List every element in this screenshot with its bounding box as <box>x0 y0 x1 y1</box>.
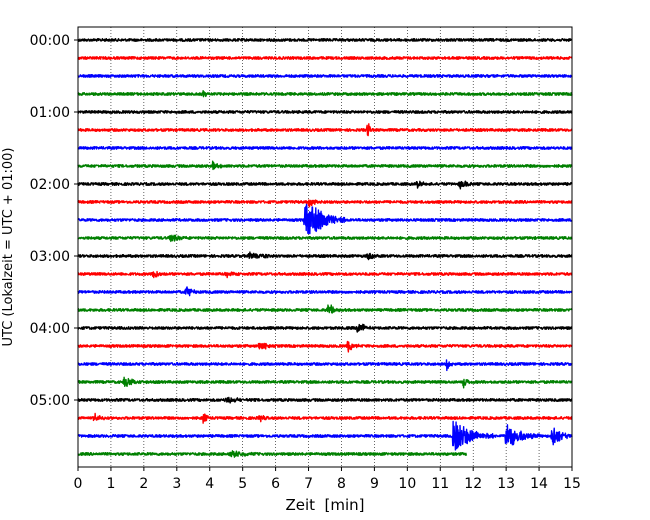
y-axis-label: UTC (Lokalzeit = UTC + 01:00) <box>1 148 16 347</box>
trace-0200 <box>77 180 573 190</box>
trace-0530 <box>77 420 573 451</box>
x-tick-label: 15 <box>563 476 581 492</box>
trace-0030 <box>77 74 573 78</box>
trace-0115 <box>77 123 573 137</box>
x-tick-label: 10 <box>398 476 416 492</box>
trace-0230 <box>77 203 573 235</box>
x-tick-label: 14 <box>530 476 548 492</box>
x-tick-label: 6 <box>271 476 280 492</box>
x-tick-label: 0 <box>74 476 83 492</box>
trace-0245 <box>77 234 573 243</box>
grid-lines <box>110 27 540 467</box>
x-tick-label: 4 <box>205 476 214 492</box>
trace-series <box>77 38 573 458</box>
trace-0015 <box>77 56 573 60</box>
trace-0500 <box>77 396 573 404</box>
x-tick-label: 1 <box>106 476 115 492</box>
x-tick-label: 3 <box>172 476 181 492</box>
trace-0045 <box>77 89 573 98</box>
trace-0415 <box>77 340 573 353</box>
x-axis-label: Zeit [min] <box>285 496 364 514</box>
y-tick-label: 04:00 <box>30 321 70 337</box>
y-tick-label: 03:00 <box>30 249 70 265</box>
trace-0400 <box>77 323 573 333</box>
y-tick-label: 05:00 <box>30 393 70 409</box>
x-tick-label: 5 <box>238 476 247 492</box>
trace-0430 <box>77 359 573 372</box>
x-tick-label: 13 <box>497 476 515 492</box>
trace-0215 <box>77 199 573 208</box>
y-tick-label: 02:00 <box>30 177 70 193</box>
trace-0330 <box>77 286 573 297</box>
trace-0445 <box>77 376 573 389</box>
plot-frame <box>77 26 573 468</box>
y-tick-label: 00:00 <box>30 33 70 49</box>
trace-0300 <box>77 251 573 261</box>
trace-0515 <box>77 412 573 424</box>
y-tick-label: 01:00 <box>30 105 70 121</box>
x-tick-label: 12 <box>464 476 482 492</box>
trace-0000 <box>77 38 573 42</box>
trace-0130 <box>77 146 573 150</box>
y-axis-ticks: 00:00 01:00 02:00 03:00 04:00 05:00 <box>30 33 78 409</box>
x-axis-ticks: 0 1 2 3 4 5 6 7 8 9 10 11 12 13 14 15 <box>74 467 581 492</box>
x-tick-label: 2 <box>139 476 148 492</box>
trace-0145 <box>77 160 573 171</box>
x-tick-label: 7 <box>304 476 313 492</box>
x-tick-label: 9 <box>370 476 379 492</box>
trace-0315 <box>77 270 573 279</box>
trace-0100 <box>77 110 573 114</box>
trace-0545 <box>77 450 468 458</box>
trace-0345 <box>77 304 573 314</box>
x-tick-label: 11 <box>431 476 449 492</box>
x-tick-label: 8 <box>337 476 346 492</box>
